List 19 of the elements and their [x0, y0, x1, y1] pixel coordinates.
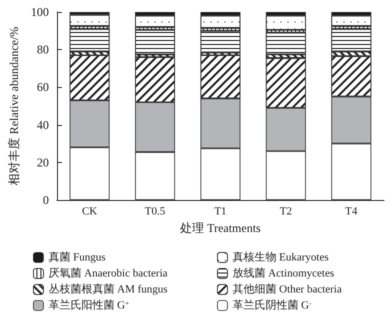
legend-label: 放线菌 Actinomycetes	[232, 266, 334, 280]
legend-label: 厌氧菌 Anaerobic bacteria	[48, 266, 168, 280]
legend-label: 其他细菌 Other bacteria	[232, 282, 342, 296]
x-tick-label: T4	[345, 206, 358, 218]
y-tick-label: 80	[36, 42, 49, 57]
x-tick-label: CK	[82, 206, 98, 218]
x-tick-label: T0.5	[144, 206, 166, 218]
y-axis-title: 相对丰度 Relative abundance/%	[7, 26, 21, 186]
x-axis-title: 处理 Treatments	[180, 220, 262, 235]
y-tick-label: 0	[42, 193, 49, 207]
legend-label: 真菌 Fungus	[48, 250, 106, 264]
x-tick-label: T2	[280, 206, 292, 218]
legend-label: 真核生物 Eukaryotes	[232, 250, 329, 264]
legend-label: 丛枝菌根真菌 AM fungus	[48, 282, 168, 296]
y-tick-label: 60	[36, 80, 49, 94]
x-tick-label: T1	[214, 206, 227, 218]
y-tick-label: 40	[36, 118, 49, 132]
y-tick-label: 100	[30, 5, 49, 19]
y-tick-label: 20	[36, 155, 49, 170]
